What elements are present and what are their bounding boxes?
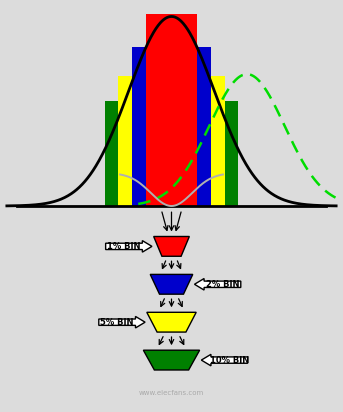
Text: 5% BIN: 5% BIN <box>100 318 134 327</box>
Polygon shape <box>147 312 196 332</box>
Bar <box>118 76 225 206</box>
Polygon shape <box>154 236 189 256</box>
Text: 10% BIN: 10% BIN <box>210 356 249 365</box>
Polygon shape <box>99 316 145 328</box>
Bar <box>105 101 238 206</box>
Polygon shape <box>106 241 152 252</box>
Bar <box>132 47 211 206</box>
Text: www.elecfans.com: www.elecfans.com <box>139 391 204 396</box>
Polygon shape <box>201 354 248 366</box>
Polygon shape <box>143 350 200 370</box>
Text: 1% BIN: 1% BIN <box>107 242 141 251</box>
Bar <box>146 14 197 206</box>
Text: 2% BIN: 2% BIN <box>206 280 239 289</box>
Polygon shape <box>150 274 193 294</box>
Polygon shape <box>194 279 241 290</box>
